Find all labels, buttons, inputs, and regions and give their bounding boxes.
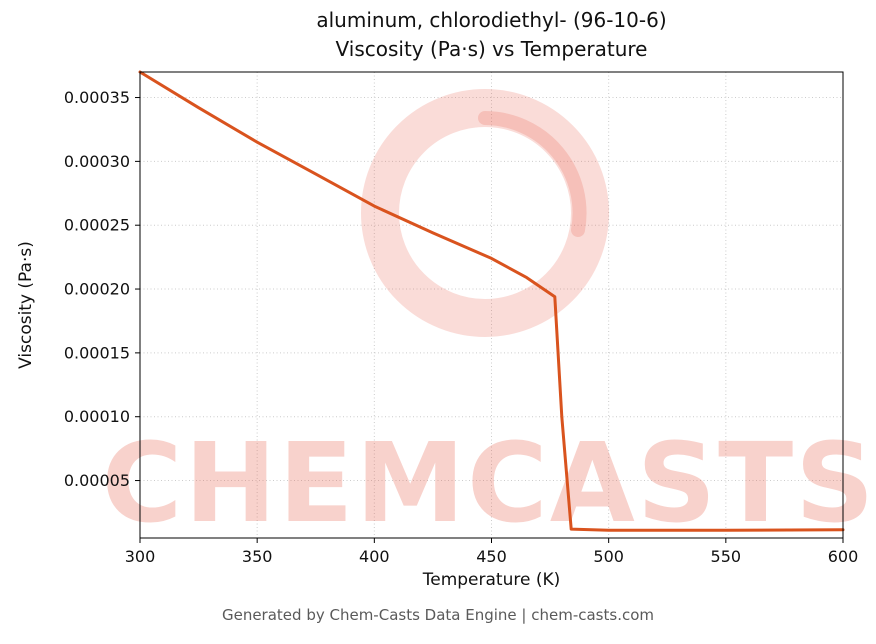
x-tick-label: 600 bbox=[828, 547, 859, 566]
watermark-ring-logo bbox=[361, 89, 609, 337]
chart-title: aluminum, chlorodiethyl- (96-10-6) Visco… bbox=[140, 6, 843, 64]
y-tick-label: 0.00020 bbox=[64, 280, 130, 299]
y-tick-label: 0.00035 bbox=[64, 88, 130, 107]
y-tick-label: 0.00005 bbox=[64, 471, 130, 490]
y-tick-label: 0.00015 bbox=[64, 343, 130, 362]
watermark-text: CHEMCASTS bbox=[102, 419, 876, 547]
x-tick-label: 400 bbox=[359, 547, 390, 566]
chart-title-line1: aluminum, chlorodiethyl- (96-10-6) bbox=[316, 8, 667, 32]
x-tick-label: 300 bbox=[125, 547, 156, 566]
x-tick-label: 350 bbox=[242, 547, 273, 566]
viscosity-line-series bbox=[138, 70, 845, 532]
y-tick-label: 0.00030 bbox=[64, 152, 130, 171]
x-axis-label: Temperature (K) bbox=[422, 570, 561, 590]
y-axis-label: Viscosity (Pa·s) bbox=[16, 241, 36, 369]
y-tick-label: 0.00010 bbox=[64, 407, 130, 426]
x-tick-label: 450 bbox=[476, 547, 507, 566]
footer-attribution: Generated by Chem-Casts Data Engine | ch… bbox=[221, 606, 655, 624]
chart-title-line2: Viscosity (Pa·s) vs Temperature bbox=[335, 37, 648, 61]
x-tick-label: 550 bbox=[711, 547, 742, 566]
x-tick-label: 500 bbox=[593, 547, 624, 566]
watermark-ring-swirl bbox=[478, 111, 587, 237]
y-tick-label: 0.00025 bbox=[64, 216, 130, 235]
